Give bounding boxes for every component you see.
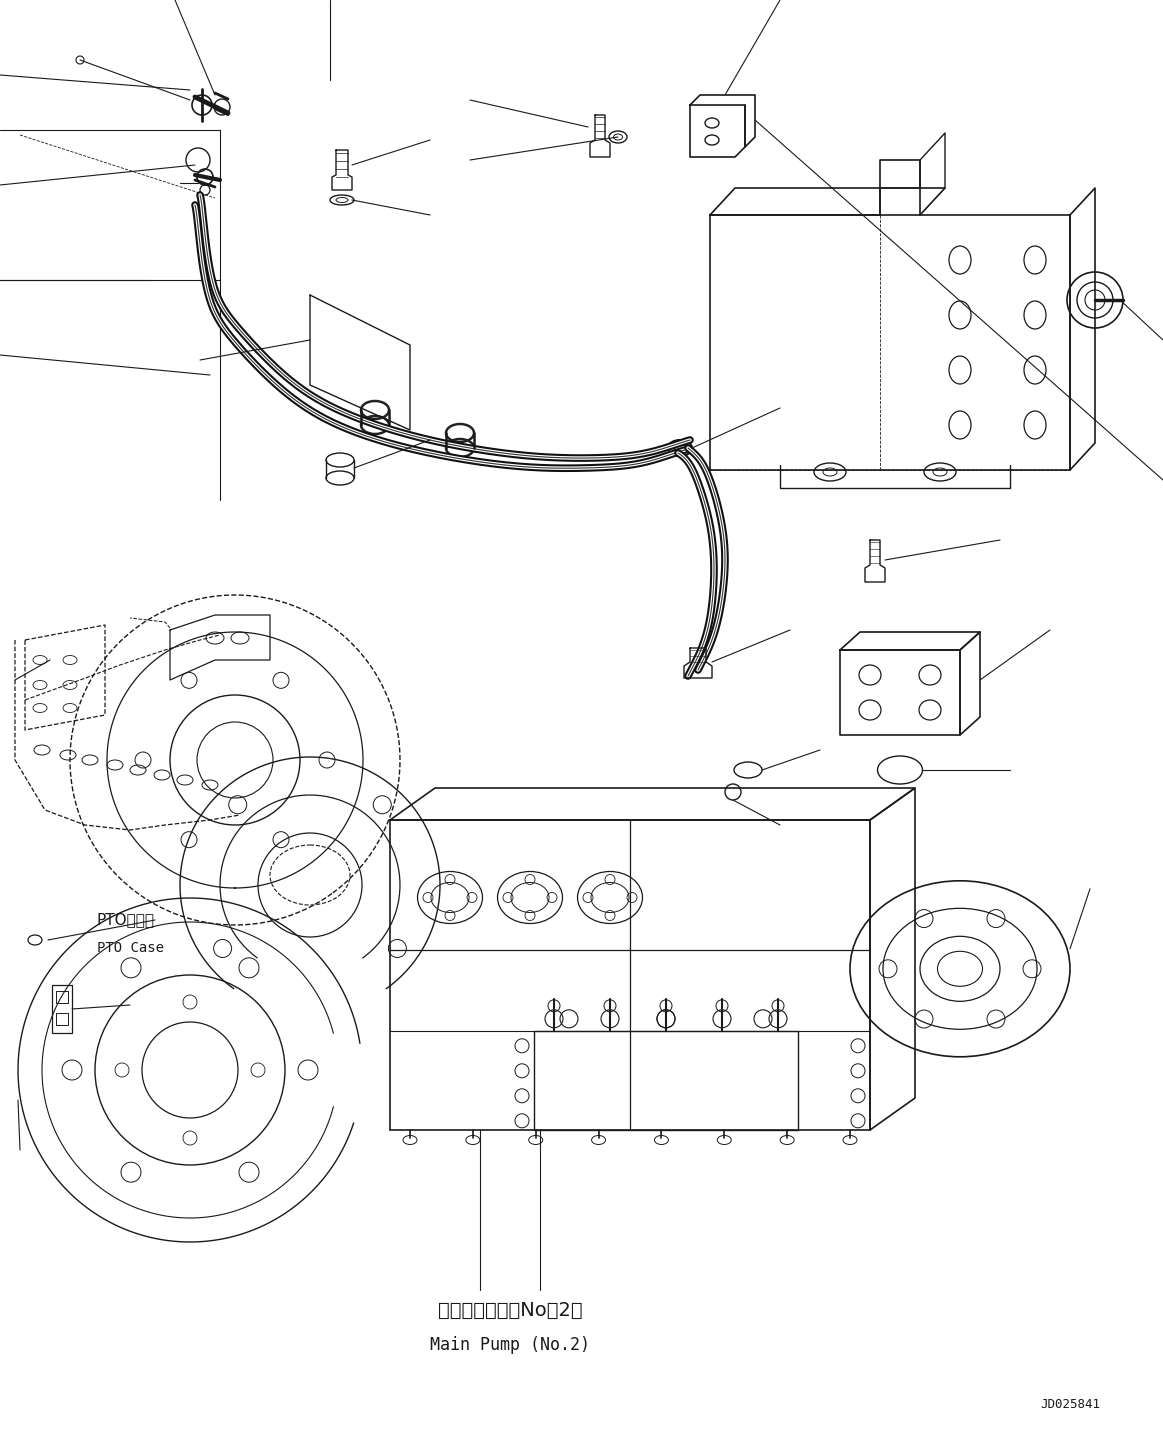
Text: JD025841: JD025841 bbox=[1040, 1399, 1100, 1412]
Text: メインポンプ（No．2）: メインポンプ（No．2） bbox=[437, 1300, 583, 1320]
Bar bbox=[534, 1031, 798, 1130]
Bar bbox=[390, 820, 870, 1130]
Text: PTOケース: PTOケース bbox=[97, 913, 155, 928]
Bar bbox=[56, 1012, 67, 1025]
Bar bbox=[56, 991, 67, 1002]
Text: Main Pump (No.2): Main Pump (No.2) bbox=[430, 1336, 590, 1355]
Text: PTO Case: PTO Case bbox=[97, 940, 164, 955]
Bar bbox=[52, 985, 72, 1032]
